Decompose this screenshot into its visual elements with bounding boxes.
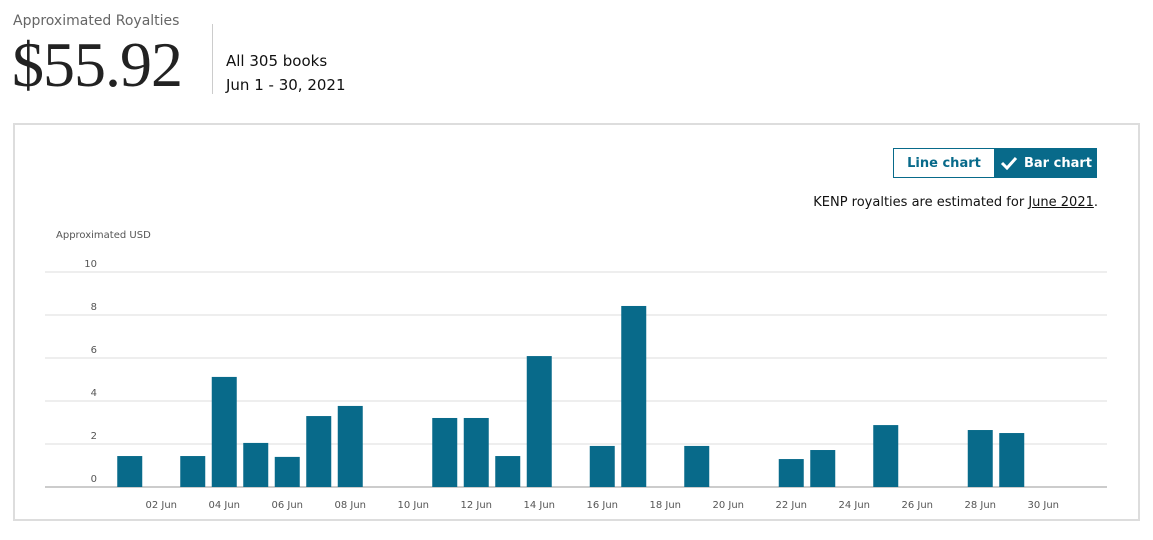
x-tick-label: 06 Jun bbox=[271, 500, 303, 511]
bar bbox=[873, 425, 899, 487]
x-tick-label: 16 Jun bbox=[586, 500, 618, 511]
x-tick-label: 18 Jun bbox=[649, 500, 681, 511]
bar bbox=[337, 405, 363, 487]
bar bbox=[526, 356, 552, 487]
bar bbox=[432, 417, 458, 487]
month-link[interactable]: June 2021 bbox=[1028, 195, 1094, 210]
y-tick-label: 0 bbox=[91, 474, 97, 485]
bar bbox=[306, 416, 332, 487]
bar bbox=[180, 456, 206, 487]
y-tick-label: 8 bbox=[91, 302, 97, 313]
note: KENP royalties are estimated for June 20… bbox=[813, 195, 1098, 210]
y-tick-label: 6 bbox=[91, 345, 97, 356]
bar-chart-button[interactable]: Bar chart bbox=[995, 148, 1097, 178]
x-tick-label: 28 Jun bbox=[964, 500, 996, 511]
bar bbox=[778, 459, 804, 487]
royalties-amount: $55.92 bbox=[12, 29, 183, 100]
bar bbox=[274, 456, 300, 487]
x-tick-label: 08 Jun bbox=[334, 500, 366, 511]
y-tick-label: 4 bbox=[91, 388, 97, 399]
x-tick-label: 14 Jun bbox=[523, 500, 555, 511]
check-icon bbox=[1000, 156, 1018, 170]
x-tick-label: 30 Jun bbox=[1027, 500, 1059, 511]
line-chart-button[interactable]: Line chart bbox=[893, 148, 995, 178]
bar bbox=[243, 442, 269, 487]
bar bbox=[810, 450, 836, 487]
bar bbox=[621, 305, 647, 487]
separator bbox=[212, 24, 213, 94]
y-tick-label: 2 bbox=[91, 431, 97, 442]
x-tick-label: 10 Jun bbox=[397, 500, 429, 511]
bar bbox=[967, 430, 993, 487]
x-tick-label: 20 Jun bbox=[712, 500, 744, 511]
period: Jun 1 - 30, 2021 bbox=[226, 76, 346, 94]
note-text: KENP royalties are estimated for bbox=[813, 195, 1025, 210]
bar bbox=[495, 456, 521, 487]
x-tick-label: 24 Jun bbox=[838, 500, 870, 511]
x-tick-label: 22 Jun bbox=[775, 500, 807, 511]
x-tick-label: 02 Jun bbox=[145, 500, 177, 511]
y-tick-label: 10 bbox=[84, 259, 97, 270]
books-count: All 305 books bbox=[226, 52, 328, 70]
bar bbox=[684, 445, 710, 487]
x-tick-label: 04 Jun bbox=[208, 500, 240, 511]
bar bbox=[117, 456, 143, 487]
bar bbox=[463, 417, 489, 487]
bar bbox=[999, 433, 1025, 487]
royalties-label: Approximated Royalties bbox=[13, 13, 180, 29]
x-tick-label: 12 Jun bbox=[460, 500, 492, 511]
x-tick-label: 26 Jun bbox=[901, 500, 933, 511]
bar bbox=[211, 376, 237, 487]
note-end: . bbox=[1093, 195, 1098, 210]
bar-chart-label: Bar chart bbox=[1024, 155, 1092, 171]
chart-panel bbox=[13, 123, 1140, 521]
y-axis-label: Approximated USD bbox=[56, 230, 151, 241]
bar bbox=[589, 445, 615, 487]
